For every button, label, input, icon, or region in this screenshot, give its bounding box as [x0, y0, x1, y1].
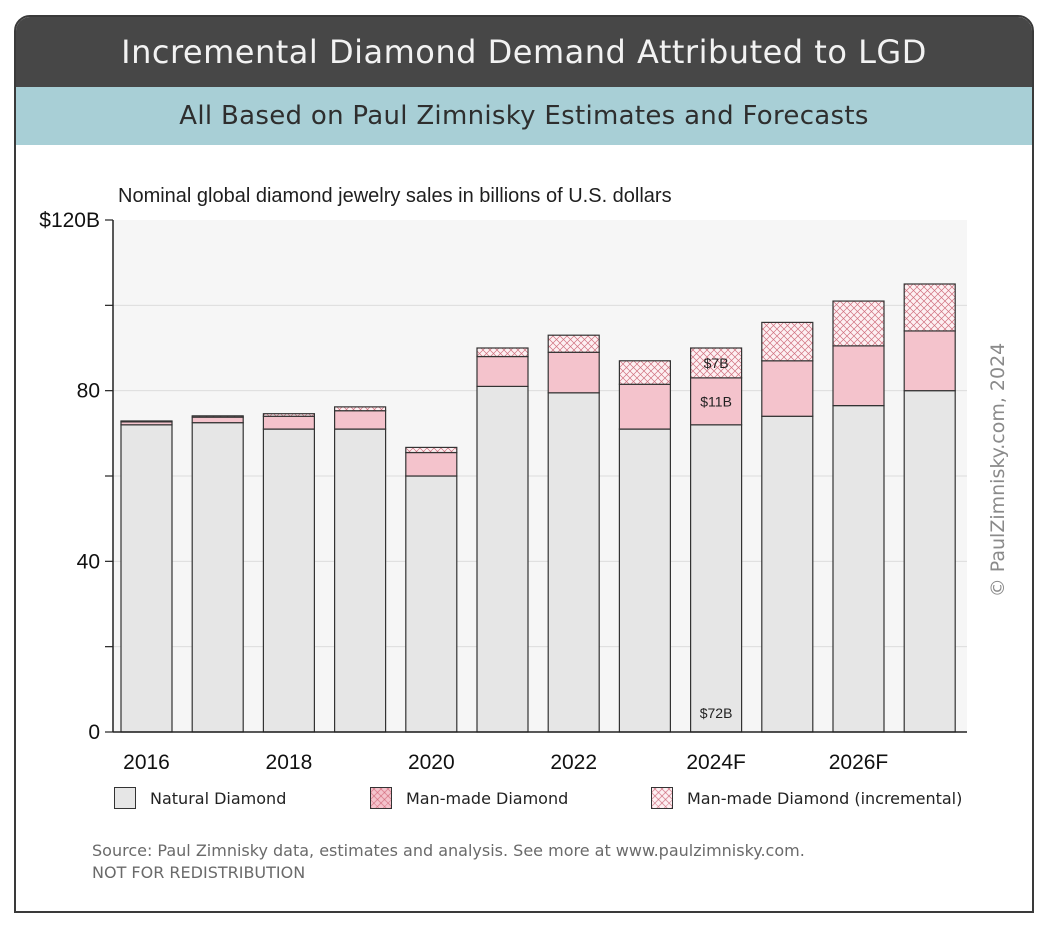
- data-label: $72B: [700, 705, 733, 721]
- bar-manmade: [191, 416, 244, 424]
- y-tick-label: $120B: [39, 209, 100, 232]
- chart-subtitle: All Based on Paul Zimnisky Estimates and…: [16, 87, 1032, 145]
- chart-title: Incremental Diamond Demand Attributed to…: [16, 17, 1032, 87]
- copyright-note: © PaulZimnisky.com, 2024: [987, 342, 1009, 598]
- x-tick-label: 2026F: [829, 751, 889, 774]
- bar-natural: [832, 405, 885, 733]
- y-tick-label: 0: [88, 721, 100, 744]
- bar-manmade: [832, 345, 885, 407]
- x-tick-label: 2022: [550, 751, 597, 774]
- bar-incremental: [761, 321, 814, 362]
- bar-manmade: [262, 415, 315, 430]
- natural-swatch: [114, 787, 136, 809]
- bar-manmade: [618, 383, 672, 430]
- bar-incremental: [262, 413, 315, 417]
- bar-manmade: [334, 410, 387, 430]
- bar-natural: [903, 390, 956, 733]
- plot-caption: Nominal global diamond jewelry sales in …: [118, 185, 672, 207]
- legend-manmade: Man-made Diamond: [370, 785, 568, 811]
- bar-incremental: [120, 420, 173, 423]
- legend-incremental: Man-made Diamond (incremental): [651, 785, 962, 811]
- bar-incremental: [334, 406, 387, 412]
- legend-label-manmade: Man-made Diamond: [406, 788, 569, 808]
- data-label: $11B: [700, 393, 732, 409]
- bar-incremental: [689, 347, 743, 379]
- bar-natural: [547, 392, 600, 733]
- bar-incremental: [832, 300, 885, 347]
- source-note: Source: Paul Zimnisky data, estimates an…: [92, 840, 805, 884]
- x-tick-label: 2020: [408, 751, 455, 774]
- x-tick-label: 2024F: [686, 751, 746, 774]
- manmade-swatch: [370, 787, 392, 809]
- bar-natural: [405, 475, 458, 733]
- bar-natural: [334, 428, 387, 733]
- bar-incremental: [618, 360, 672, 385]
- bar-natural: [761, 415, 814, 733]
- y-tick-label: 80: [77, 380, 100, 403]
- bar-incremental: [476, 347, 529, 358]
- bar-manmade: [547, 351, 600, 394]
- data-label: $7B: [704, 355, 729, 371]
- bar-manmade: [476, 355, 529, 387]
- bar-manmade: [405, 451, 458, 477]
- x-tick-label: 2016: [123, 751, 170, 774]
- bar-natural: [120, 424, 173, 733]
- source-line: Source: Paul Zimnisky data, estimates an…: [92, 841, 805, 860]
- bar-natural: [476, 385, 529, 733]
- bar-natural: [689, 424, 743, 733]
- bar-manmade: [903, 330, 956, 392]
- bar-incremental: [547, 334, 600, 353]
- x-tick-label: 2018: [266, 751, 313, 774]
- bar-natural: [191, 422, 244, 733]
- legend-label-incremental: Man-made Diamond (incremental): [687, 788, 963, 808]
- bar-incremental: [903, 283, 956, 332]
- bar-natural: [618, 428, 672, 733]
- y-tick-label: 40: [77, 550, 100, 573]
- redistribution-note: NOT FOR REDISTRIBUTION: [92, 863, 306, 882]
- bar-natural: [262, 428, 315, 733]
- legend-label-natural: Natural Diamond: [150, 788, 287, 808]
- bar-manmade: [689, 377, 743, 426]
- incremental-swatch: [651, 787, 673, 809]
- bar-manmade: [761, 360, 814, 417]
- legend-natural: Natural Diamond: [114, 785, 286, 811]
- bar-incremental: [191, 415, 244, 418]
- bar-incremental: [405, 446, 458, 454]
